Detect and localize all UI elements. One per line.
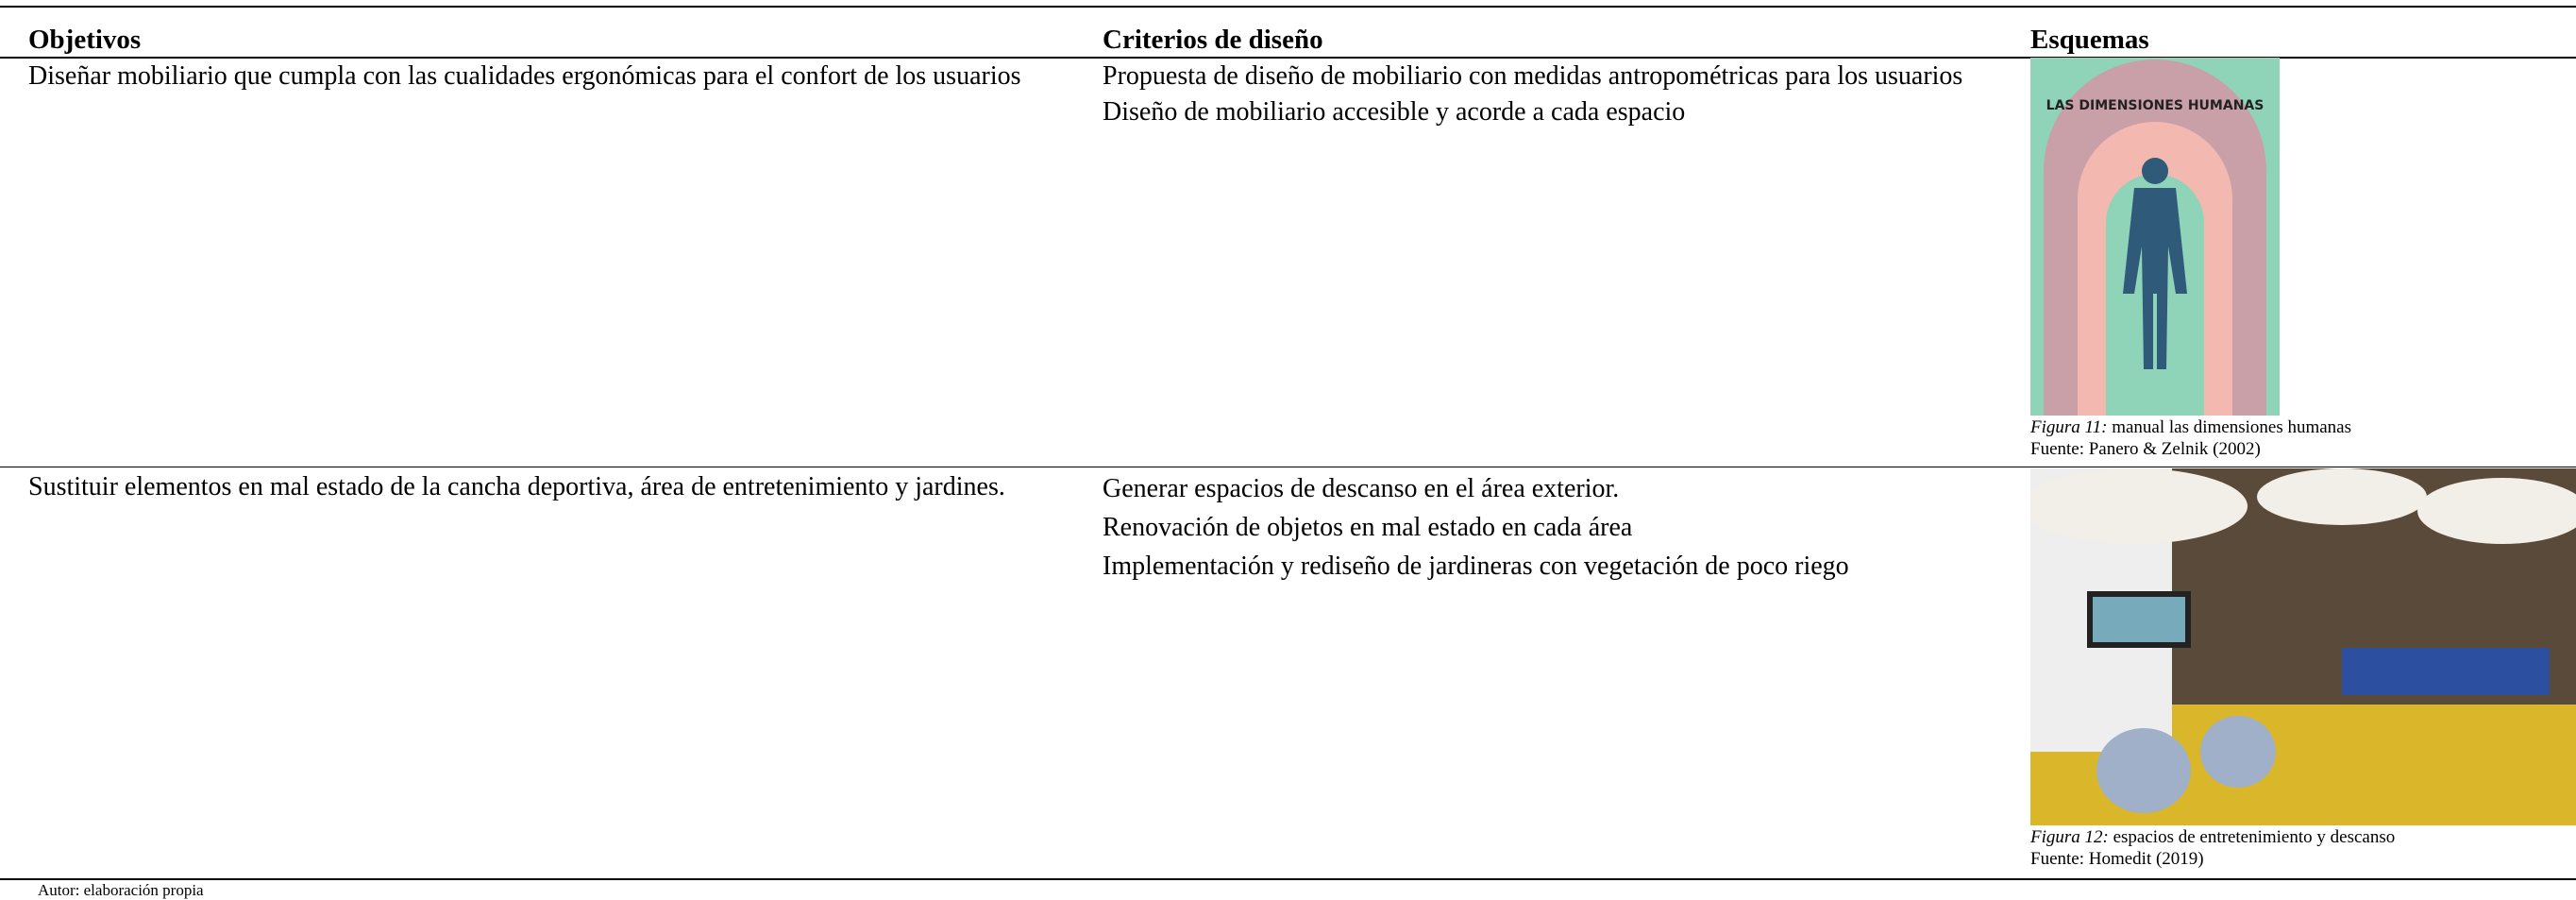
- criteria: Generar espacios de descanso en el área …: [1103, 469, 2009, 586]
- criterion: Diseño de mobiliario accesible y acorde …: [1103, 97, 1686, 127]
- criteria: Propuesta de diseño de mobiliario con me…: [1103, 59, 2009, 130]
- figure-image: [2030, 468, 2576, 825]
- rule: [0, 878, 2576, 880]
- header: Objetivos: [28, 25, 142, 55]
- header: Esquemas: [2030, 25, 2149, 55]
- criterion: Implementación y rediseño de jardineras …: [1103, 552, 1849, 581]
- caption: Figura 11: manual las dimensiones humana…: [2030, 416, 2351, 438]
- rule: [0, 57, 2576, 59]
- rule: [0, 6, 2576, 8]
- caption: Figura 12: espacios de entretenimiento y…: [2030, 826, 2395, 848]
- objective: Diseñar mobiliario que cumpla con las cu…: [28, 61, 1021, 91]
- figure-caption: manual las dimensiones humanas: [2112, 417, 2352, 437]
- header: Criterios de diseño: [1103, 25, 1323, 55]
- footer: Autor: elaboración propia: [38, 881, 204, 899]
- figure-caption: espacios de entretenimiento y descanso: [2113, 827, 2396, 847]
- source: Fuente: Homedit (2019): [2030, 849, 2204, 869]
- figure-label: Figura 12:: [2030, 827, 2109, 847]
- figure-image: LAS DIMENSIONES HUMANAS: [2030, 58, 2280, 416]
- criterion: Propuesta de diseño de mobiliario con me…: [1103, 61, 1963, 91]
- criterion: Generar espacios de descanso en el área …: [1103, 474, 1620, 503]
- svg-text:LAS DIMENSIONES HUMANAS: LAS DIMENSIONES HUMANAS: [2046, 98, 2265, 113]
- figure-label: Figura 11:: [2030, 417, 2108, 437]
- source: Fuente: Panero & Zelnik (2002): [2030, 439, 2261, 459]
- criterion: Renovación de objetos en mal estado en c…: [1103, 513, 1633, 542]
- objective: Sustituir elementos en mal estado de la …: [28, 472, 1005, 501]
